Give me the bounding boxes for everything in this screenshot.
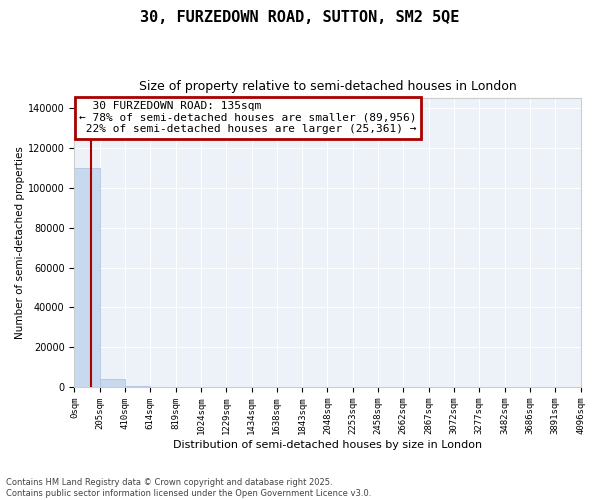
X-axis label: Distribution of semi-detached houses by size in London: Distribution of semi-detached houses by …	[173, 440, 482, 450]
Title: Size of property relative to semi-detached houses in London: Size of property relative to semi-detach…	[139, 80, 517, 93]
Text: 30, FURZEDOWN ROAD, SUTTON, SM2 5QE: 30, FURZEDOWN ROAD, SUTTON, SM2 5QE	[140, 10, 460, 25]
Text: Contains HM Land Registry data © Crown copyright and database right 2025.
Contai: Contains HM Land Registry data © Crown c…	[6, 478, 371, 498]
Text: 30 FURZEDOWN ROAD: 135sqm
← 78% of semi-detached houses are smaller (89,956)
 22: 30 FURZEDOWN ROAD: 135sqm ← 78% of semi-…	[79, 101, 417, 134]
Y-axis label: Number of semi-detached properties: Number of semi-detached properties	[15, 146, 25, 339]
Bar	[125, 386, 150, 387]
Bar	[100, 378, 125, 387]
Bar	[74, 168, 100, 387]
